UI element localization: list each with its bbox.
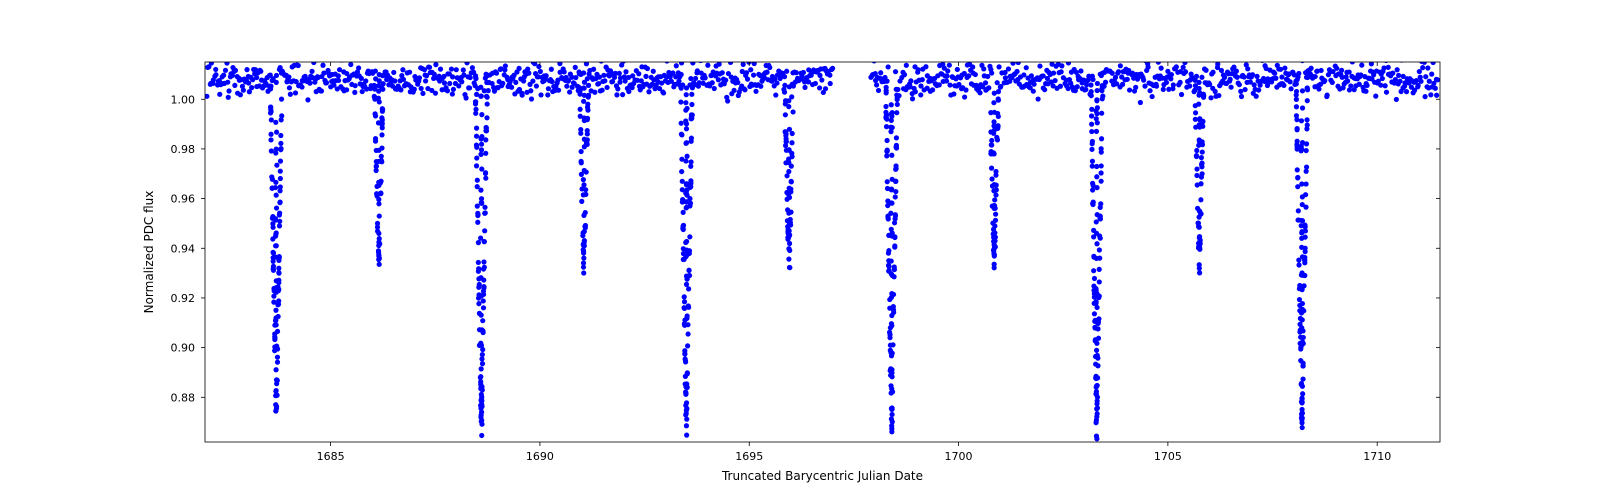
x-tick-label: 1700 bbox=[945, 450, 973, 463]
x-tick-label: 1695 bbox=[735, 450, 763, 463]
y-tick-label: 0.92 bbox=[171, 292, 196, 305]
x-axis-label: Truncated Barycentric Julian Date bbox=[721, 469, 923, 483]
lightcurve-scatter-chart: 1685 1690 1695 1700 1705 1710 Truncated Baryce… bbox=[0, 0, 1600, 500]
x-tick-label: 1705 bbox=[1154, 450, 1182, 463]
y-tick-label: 0.94 bbox=[171, 242, 196, 255]
x-tick-label: 1690 bbox=[526, 450, 554, 463]
y-tick-label: 0.88 bbox=[171, 391, 196, 404]
y-tick-label: 1.00 bbox=[171, 93, 196, 106]
x-tick-label: 1710 bbox=[1363, 450, 1391, 463]
y-tick-label: 0.98 bbox=[171, 143, 196, 156]
y-tick-label: 0.90 bbox=[171, 342, 196, 355]
y-axis-label: Normalized PDC flux bbox=[142, 191, 156, 314]
y-tick-label: 0.96 bbox=[171, 193, 196, 206]
x-tick-label: 1685 bbox=[317, 450, 345, 463]
